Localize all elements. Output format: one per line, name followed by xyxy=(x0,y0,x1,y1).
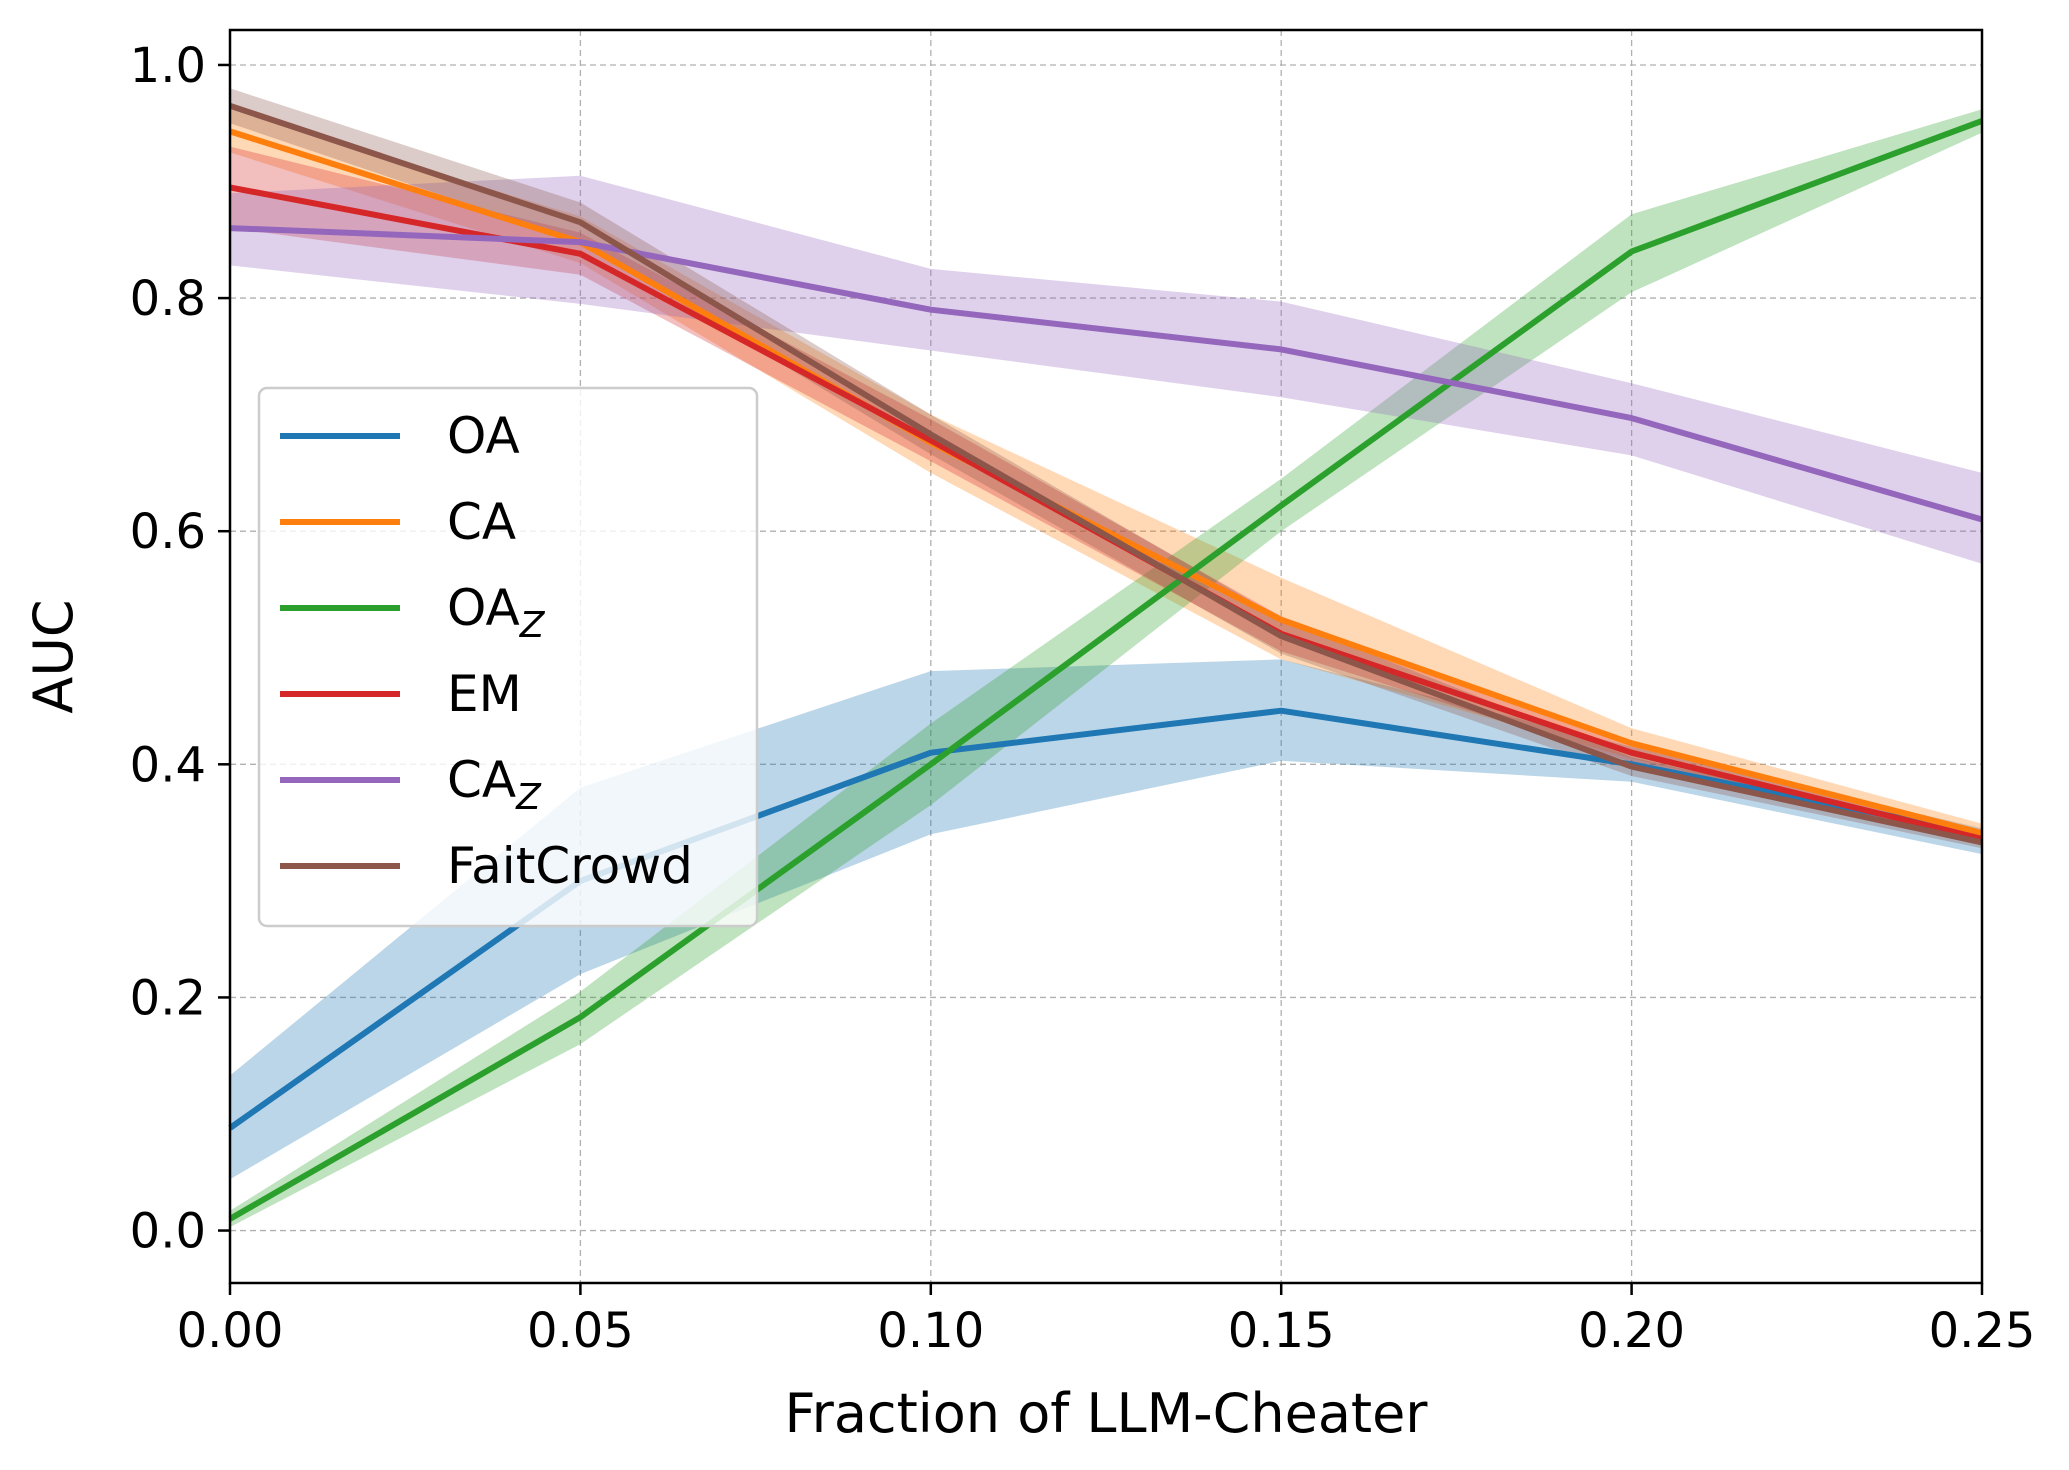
y-tick-label: 0.0 xyxy=(130,1204,206,1260)
legend-subscript: Z xyxy=(515,777,542,818)
legend-label-oa: OA xyxy=(447,407,520,465)
x-tick-label: 0.05 xyxy=(527,1303,634,1359)
x-tick-label: 0.15 xyxy=(1228,1303,1335,1359)
legend-label-ca: CA xyxy=(447,493,516,551)
band-oa-z xyxy=(230,109,1982,1228)
x-tick-label: 0.25 xyxy=(1929,1303,2036,1359)
y-tick-label: 0.8 xyxy=(130,271,206,327)
y-tick-label: 0.6 xyxy=(130,504,206,560)
axis-ticks: 0.00 0.05 0.10 0.15 0.20 0.25 0.0 0.2 0.4 0.6 0.8 1… xyxy=(130,38,2036,1359)
legend-subscript: Z xyxy=(519,605,546,646)
band-em xyxy=(230,146,1982,845)
x-tick-label: 0.20 xyxy=(1578,1303,1685,1359)
y-axis-label: AUC xyxy=(22,599,85,713)
y-tick-label: 0.4 xyxy=(130,737,206,793)
x-axis-label: Fraction of LLM-Cheater xyxy=(784,1382,1428,1445)
x-tick-label: 0.00 xyxy=(177,1303,284,1359)
y-tick-label: 1.0 xyxy=(130,38,206,94)
line-oa-z xyxy=(228,118,1984,1222)
legend-label-faitcrowd: FaitCrowd xyxy=(447,837,693,895)
line-ca xyxy=(229,128,1983,837)
plot-frame xyxy=(228,28,1984,1285)
x-tick-label: 0.10 xyxy=(877,1303,984,1359)
line-faitcrowd xyxy=(229,102,1983,846)
y-tick-label: 0.2 xyxy=(130,970,206,1026)
line-ca-z xyxy=(229,225,1983,523)
legend-label-em: EM xyxy=(447,665,522,723)
